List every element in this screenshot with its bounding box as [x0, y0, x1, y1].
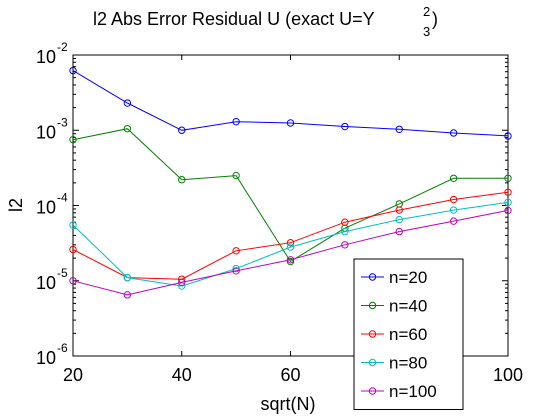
- legend: n=20 n=40 n=60 n=80 n=100: [353, 258, 464, 410]
- data-point-n=80: [286, 243, 295, 251]
- data-point-n=20: [232, 117, 240, 126]
- data-point-n=60: [232, 247, 240, 255]
- legend-label: n=20: [389, 268, 427, 287]
- data-point-n=100: [286, 256, 295, 264]
- legend-swatch-marker: [368, 387, 377, 395]
- chart-title-subscript: 3: [423, 24, 430, 39]
- data-point-n=60: [504, 188, 512, 196]
- data-point-n=60: [341, 218, 349, 226]
- y-tick-label-exponent: -4: [57, 191, 68, 205]
- data-point-n=20: [178, 126, 186, 134]
- plot-layer: 2040608010010-610-510-410-310-2n=20n=40n…: [36, 40, 523, 410]
- legend-swatch-marker: [368, 358, 377, 367]
- x-tick-label: 40: [172, 365, 192, 385]
- series-line-n=80: [72, 201, 509, 287]
- legend-item: n=100: [361, 382, 437, 401]
- legend-swatch-marker: [368, 301, 377, 310]
- data-point-n=100: [504, 206, 512, 215]
- x-tick-label: 100: [493, 365, 523, 385]
- data-point-n=20: [286, 119, 295, 127]
- data-point-n=80: [232, 264, 240, 273]
- y-tick-label-base: 10: [36, 122, 56, 142]
- legend-swatch-marker: [368, 330, 377, 338]
- data-point-n=80: [504, 198, 512, 207]
- data-point-n=80: [123, 273, 132, 282]
- series-line-n=40: [72, 128, 508, 263]
- x-axis-label: sqrt(N): [261, 394, 316, 414]
- x-tick-label: 20: [63, 365, 83, 385]
- data-point-n=80: [395, 215, 403, 224]
- data-point-n=80: [69, 221, 77, 229]
- y-axis-label: l2: [6, 198, 26, 212]
- legend-swatch-marker: [368, 273, 377, 281]
- series-line-n=60: [72, 191, 509, 280]
- series-line-n=100: [72, 209, 509, 296]
- y-tick-label-base: 10: [36, 47, 56, 67]
- chart-title-main: l2 Abs Error Residual U (exact U=Y: [93, 9, 375, 29]
- data-point-n=20: [449, 129, 458, 137]
- chart-title-superscript: 2: [423, 4, 430, 19]
- legend-item: n=20: [361, 268, 427, 287]
- data-point-n=100: [123, 291, 132, 299]
- legend-label: n=100: [389, 382, 437, 401]
- data-point-n=80: [341, 227, 349, 236]
- series-line-n=20: [72, 70, 509, 137]
- data-point-n=20: [504, 132, 512, 140]
- y-tick-label-exponent: -3: [57, 115, 68, 129]
- data-point-n=20: [341, 122, 349, 131]
- data-point-n=40: [178, 176, 186, 184]
- y-tick-label-base: 10: [36, 198, 56, 218]
- data-point-n=100: [69, 277, 77, 285]
- data-point-n=100: [395, 227, 403, 236]
- legend-item: n=80: [361, 354, 427, 373]
- y-tick-label-exponent: -2: [57, 40, 68, 54]
- data-point-n=100: [341, 241, 349, 249]
- data-point-n=20: [395, 125, 403, 133]
- x-tick-label: 60: [280, 365, 300, 385]
- data-point-n=60: [69, 245, 77, 254]
- legend-label: n=40: [389, 297, 427, 316]
- y-tick-label-base: 10: [36, 348, 56, 368]
- data-point-n=40: [504, 174, 512, 182]
- data-point-n=60: [286, 239, 295, 247]
- data-point-n=20: [69, 66, 77, 75]
- chart-title: l2 Abs Error Residual U (exact U=Y 2 3 ): [93, 4, 438, 39]
- y-tick-label-exponent: -5: [57, 266, 68, 280]
- y-tick-label-exponent: -6: [57, 341, 68, 355]
- data-point-n=80: [449, 206, 458, 214]
- data-point-n=60: [395, 206, 403, 214]
- data-point-n=20: [123, 99, 132, 107]
- data-point-n=40: [449, 174, 458, 182]
- data-point-n=40: [69, 135, 77, 144]
- data-point-n=40: [123, 124, 132, 133]
- data-point-n=100: [449, 217, 458, 225]
- legend-item: n=60: [361, 325, 427, 344]
- data-point-n=100: [232, 267, 240, 275]
- legend-label: n=60: [389, 325, 427, 344]
- chart-title-end: ): [432, 9, 438, 29]
- legend-label: n=80: [389, 354, 427, 373]
- data-point-n=40: [232, 171, 240, 180]
- legend-item: n=40: [361, 297, 427, 316]
- data-point-n=100: [178, 278, 186, 287]
- y-tick-label-base: 10: [36, 273, 56, 293]
- data-point-n=60: [449, 195, 458, 204]
